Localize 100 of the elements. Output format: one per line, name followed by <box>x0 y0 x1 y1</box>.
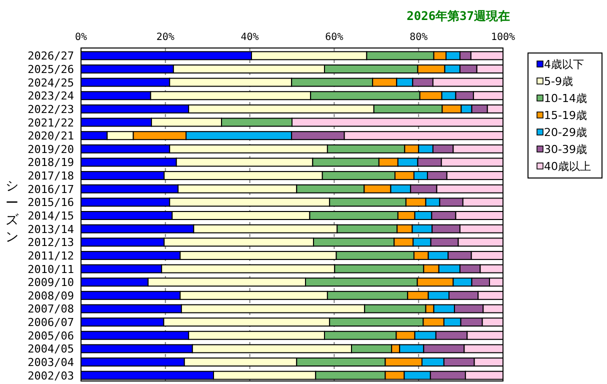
bar <box>416 278 454 287</box>
bar <box>414 211 432 220</box>
bar <box>413 171 428 180</box>
bar <box>164 171 323 180</box>
bar <box>390 184 412 194</box>
bar <box>366 51 434 60</box>
bar <box>443 358 475 367</box>
bar <box>439 198 464 207</box>
bar <box>399 344 424 354</box>
x-tick-label: 20% <box>156 32 174 43</box>
bar <box>407 290 429 300</box>
bar <box>396 78 414 87</box>
bar <box>417 64 446 74</box>
y-tick-label: 2026/27 <box>28 50 74 63</box>
bar <box>394 238 414 247</box>
bar <box>310 91 420 100</box>
bar <box>432 144 454 154</box>
bar <box>397 158 418 167</box>
bar <box>291 78 374 87</box>
legend-label: 4歳以下 <box>544 58 584 71</box>
bar <box>431 211 456 220</box>
bar <box>417 158 442 167</box>
bar <box>334 264 424 274</box>
y-tick-label: 2003/04 <box>28 356 74 370</box>
legend-label: 15-19歳 <box>544 109 587 122</box>
bar <box>291 131 345 140</box>
x-tick-label: 60% <box>325 32 344 43</box>
bar <box>180 290 328 300</box>
bar <box>326 290 408 300</box>
y-tick-label: 2018/19 <box>28 156 74 170</box>
bar <box>351 344 392 354</box>
bar <box>150 91 312 100</box>
bar <box>163 318 330 327</box>
y-tick-label: 2025/26 <box>28 62 74 76</box>
bar <box>422 318 444 327</box>
bar <box>441 91 456 100</box>
bar <box>412 224 433 234</box>
bar <box>448 250 472 260</box>
bar <box>435 330 468 340</box>
bar <box>433 304 455 314</box>
bar <box>452 278 472 287</box>
bar <box>425 304 434 314</box>
bar <box>312 158 380 167</box>
x-tick-label: 40% <box>240 32 259 43</box>
y-tick-label: 2024/25 <box>28 76 74 90</box>
y-tick-label: 2014/15 <box>28 210 74 222</box>
bar <box>459 264 481 274</box>
y-tick-label: 2017/18 <box>28 170 74 183</box>
chart-title: 2026年第37週現在 <box>406 9 510 23</box>
x-tick-label: 100% <box>490 32 516 43</box>
bar <box>169 78 292 87</box>
bar <box>309 211 398 220</box>
bar <box>373 104 443 114</box>
bar <box>169 198 330 207</box>
y-tick-label: 2008/09 <box>28 289 74 302</box>
bar <box>405 198 426 207</box>
bar <box>460 318 483 327</box>
bar <box>404 144 420 154</box>
x-tick-label: 0% <box>74 32 88 43</box>
y-tick-label: 2011/12 <box>28 249 74 262</box>
y-tick-label: 2006/07 <box>28 316 74 330</box>
bar <box>164 238 314 247</box>
bar <box>148 278 306 287</box>
bar <box>305 278 418 287</box>
bar <box>178 184 298 194</box>
bar <box>322 171 396 180</box>
bar <box>313 238 395 247</box>
y-tick-label: 2012/13 <box>28 236 74 250</box>
bar <box>180 304 366 314</box>
legend-label: 40歳以上 <box>544 160 591 173</box>
bar <box>221 118 292 127</box>
bar <box>193 224 338 234</box>
bar <box>397 211 416 220</box>
bar <box>180 250 337 260</box>
bar <box>172 64 325 74</box>
bar <box>421 358 444 367</box>
bar <box>444 64 460 74</box>
bar <box>454 304 484 314</box>
y-tick-label: 2005/06 <box>28 329 74 342</box>
bar <box>438 264 460 274</box>
legend-label: 5-9歳 <box>544 75 573 88</box>
bar <box>176 158 314 167</box>
bar <box>471 278 490 287</box>
bar <box>394 171 414 180</box>
bar <box>336 250 414 260</box>
y-tick-label: 2007/08 <box>28 302 74 316</box>
bar <box>412 78 434 87</box>
bar <box>430 238 459 247</box>
bar <box>425 198 440 207</box>
bar <box>188 104 374 114</box>
bar <box>378 158 398 167</box>
bar <box>184 358 298 367</box>
bar <box>443 318 462 327</box>
bar <box>296 358 386 367</box>
bar <box>161 264 336 274</box>
y-tick-label: 2016/17 <box>28 182 74 196</box>
bar <box>446 51 460 60</box>
bar <box>329 198 406 207</box>
legend-label: 30-39歳 <box>544 143 587 156</box>
bar <box>448 290 479 300</box>
